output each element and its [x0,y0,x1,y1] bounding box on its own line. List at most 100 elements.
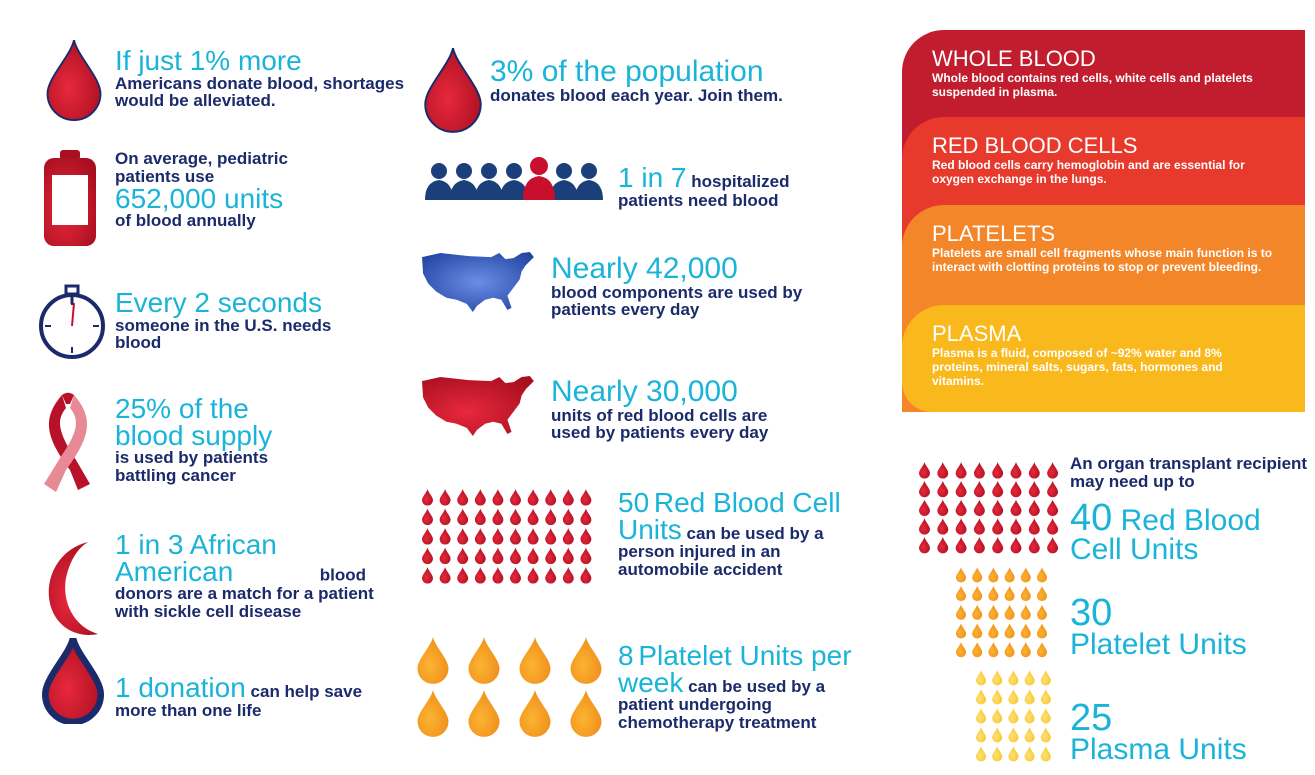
unit-drop [562,508,574,526]
unit-drop [1040,746,1051,762]
unit-drop [1024,746,1035,762]
unit-drop [1040,670,1051,686]
component-text: Red blood cells carry hemoglobin and are… [932,158,1245,186]
drop-icon [46,40,102,122]
unit-drop [474,489,486,506]
unit-drop [468,637,500,684]
fact: Every 2 seconds someone in the U.S. need… [115,287,360,352]
unit-drop [992,727,1003,743]
unit-drop [1024,727,1035,743]
crescent-icon [48,542,98,635]
unit-drop [545,508,557,526]
unit-drop [527,528,539,545]
unit-drop [988,585,999,602]
unit-drop [527,489,539,506]
unit-drop [955,567,967,583]
unit-drop [1036,604,1048,620]
unit-drop [919,462,930,479]
fact: 1 in 3 African American blood donors are… [115,530,400,621]
unit-drop [580,489,592,506]
unit-drop [972,642,983,658]
unit-drop [992,462,1004,479]
unit-drop [1040,708,1051,724]
unit-drop [1020,567,1031,583]
component-band: PLASMA Plasma is a fluid, composed of ~9… [902,305,1305,412]
unit-drop [1010,518,1022,535]
unit-drop [545,489,557,506]
fact-text: units of red blood cells are used by pat… [551,405,769,443]
fact-text: can be used by a person injured in an au… [618,523,824,580]
fact-text: of blood annually [115,211,256,231]
unit-drop [1036,585,1048,602]
unit-drop [1004,642,1015,658]
unit-drop [474,508,486,526]
unit-drop [468,690,500,737]
blood-bag-icon [44,150,96,246]
unit-drop [973,499,985,516]
unit-drop [492,528,504,545]
unit-drop [1047,518,1059,535]
unit-drop [975,746,987,762]
unit-drop [519,637,551,684]
unit-drop [457,567,469,584]
fact: 1 in 7 hospitalized patients need blood [618,164,818,210]
fact-text: is used by patients battling cancer [115,448,269,486]
unit-drop [457,547,469,565]
stopwatch-icon [39,284,105,359]
unit-drop [510,567,521,584]
component-text: Plasma is a fluid, composed of ~92% wate… [932,346,1223,388]
unit-drop [1047,499,1059,516]
unit-drop [492,489,504,506]
unit-drop [1010,499,1022,516]
transplant-item: 30 Platelet Units [1070,594,1310,660]
ribbon-icon [44,392,90,492]
fact: Nearly 42,000 blood components are used … [551,254,811,320]
transplant-item: 25 Plasma Units [1070,699,1310,765]
unit-drop [988,567,999,583]
unit-drop [1008,708,1019,724]
count: 8 [618,640,634,671]
headline: Every 2 seconds [115,287,322,318]
drop-icon [45,638,100,722]
unit-drop [439,489,451,506]
unit-drop [570,637,602,684]
unit-drop [1020,642,1031,658]
unit-drop [1010,536,1022,554]
unit-drop [580,508,592,526]
unit-drop [570,690,602,737]
component-title: WHOLE BLOOD [932,46,1096,71]
unit-drop [1028,480,1040,498]
unit-drop [1047,480,1059,498]
component-title: RED BLOOD CELLS [932,133,1138,158]
unit-drop [937,462,949,479]
unit-drop [1028,462,1040,479]
headline: 652,000 units [115,182,284,214]
unit-drop [975,727,987,743]
unit-drop [919,480,930,498]
unit-drop [955,642,967,658]
component-text: Platelets are small cell fragments whose… [932,246,1273,274]
unit-drop [992,480,1004,498]
unit-drop [474,567,486,584]
unit-drop [975,708,987,724]
fact-text: hospitalized patients need blood [618,172,790,210]
unit-drop [545,567,557,584]
fact: Nearly 30,000 units of red blood cells a… [551,377,811,443]
unit-drop [457,489,469,506]
unit-drop [1040,689,1051,705]
unit-drop [422,508,433,526]
unit-drop [417,637,449,684]
unit-drop [972,567,983,583]
unit-drop [545,547,557,565]
fact: If just 1% more Americans donate blood, … [115,47,405,110]
transplant-intro: An organ transplant recipient may need u… [1070,454,1308,491]
unit-drop [937,499,949,516]
unit-drop [527,547,539,565]
unit-drop [562,528,574,545]
unit-drop [972,604,983,620]
unit-drop [417,690,449,737]
unit-drop [439,508,451,526]
fact-text: blood components are used by patients ev… [551,282,803,320]
unit-drop [422,567,433,584]
